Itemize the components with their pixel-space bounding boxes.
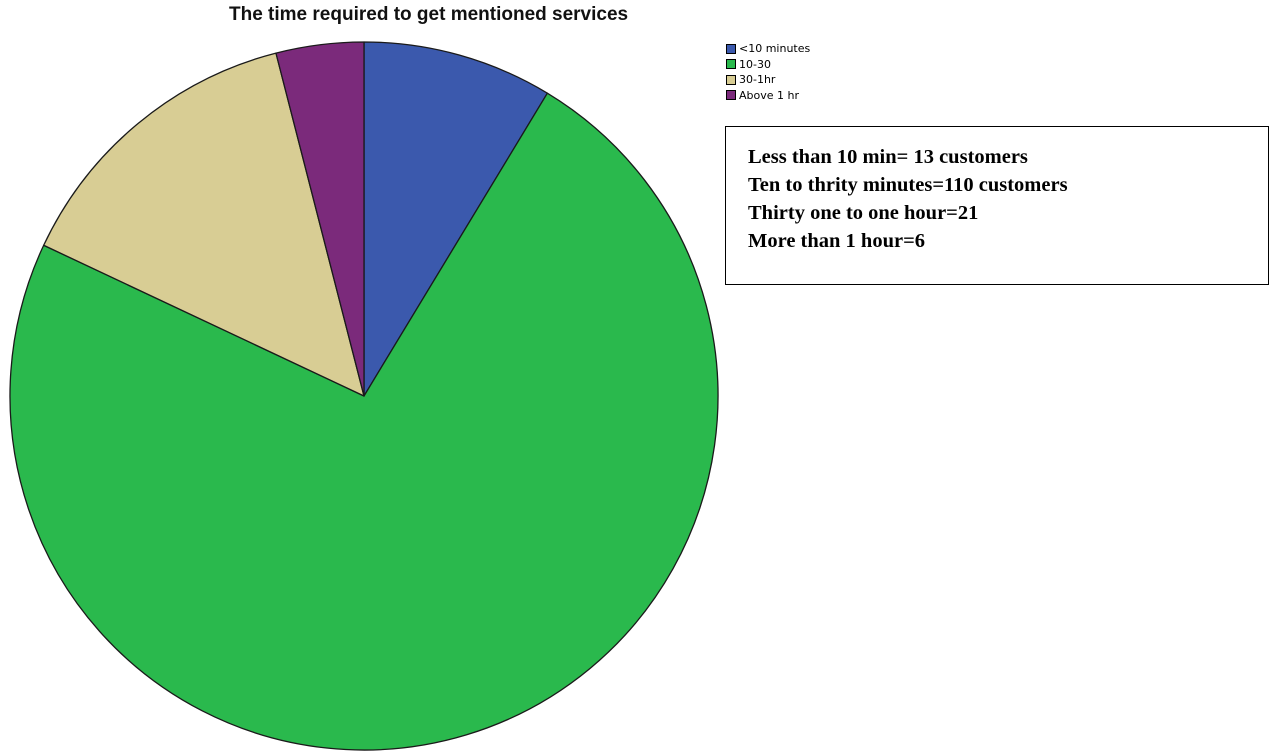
pie-chart [9, 41, 719, 751]
legend-swatch [726, 43, 736, 54]
pie-slice [363, 41, 549, 397]
legend-label: <10 minutes [739, 42, 811, 56]
legend: <10 minutes 10-30 30-1hr Above 1 hr [726, 41, 810, 103]
legend-swatch [726, 74, 736, 85]
annotation-line: Less than 10 min= 13 customers [748, 146, 1028, 168]
legend-label: 30-1hr [739, 73, 776, 87]
pie-slice [275, 41, 365, 397]
legend-item: 10-30 [726, 57, 810, 73]
chart-title: The time required to get mentioned servi… [229, 4, 629, 25]
annotation-line: Ten to thrity minutes=110 customers [748, 174, 1068, 196]
annotation-line: More than 1 hour=6 [748, 230, 926, 252]
pie-slice [9, 92, 719, 751]
legend-label: 10-30 [739, 57, 771, 71]
legend-item: 30-1hr [726, 72, 810, 88]
annotation-box: Less than 10 min= 13 customers Ten to th… [725, 126, 1269, 285]
legend-item: Above 1 hr [726, 88, 810, 104]
pie-slices [9, 41, 719, 751]
legend-item: <10 minutes [726, 41, 810, 57]
legend-swatch [726, 59, 736, 70]
pie-slice [43, 52, 365, 397]
annotation-line: Thirty one to one hour=21 [748, 202, 979, 224]
legend-label: Above 1 hr [739, 88, 800, 102]
legend-swatch [726, 90, 736, 101]
